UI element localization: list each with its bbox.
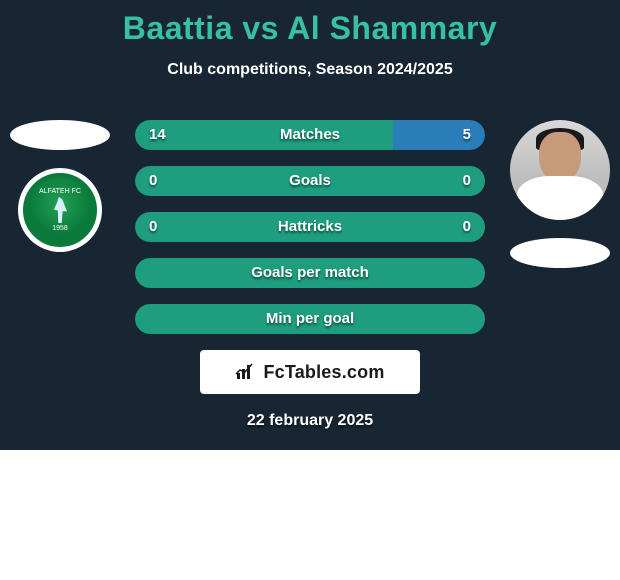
photo-body [517, 176, 603, 220]
stat-bar-row: Min per goal [135, 304, 485, 334]
subtitle: Club competitions, Season 2024/2025 [0, 61, 620, 79]
right-team-oval [510, 238, 610, 268]
bar-label: Goals [135, 166, 485, 196]
club-top-text: ALFATEH FC [39, 188, 81, 195]
bar-value-left: 0 [149, 212, 157, 242]
chart-icon [235, 363, 257, 381]
club-figure-icon [49, 197, 71, 223]
left-club-badge: ALFATEH FC 1958 [18, 168, 102, 252]
bar-label: Matches [135, 120, 485, 150]
bar-value-right: 0 [463, 166, 471, 196]
stat-bar-row: Goals per match [135, 258, 485, 288]
comparison-card: Baattia vs Al Shammary Club competitions… [0, 0, 620, 450]
stats-area: ALFATEH FC 1958 Matches145Goals00Hattric… [0, 120, 620, 430]
bar-label: Min per goal [135, 304, 485, 334]
alfateh-logo: ALFATEH FC 1958 [23, 173, 97, 247]
brand-badge: FcTables.com [200, 350, 420, 394]
page-title: Baattia vs Al Shammary [0, 0, 620, 47]
stat-bars: Matches145Goals00Hattricks00Goals per ma… [135, 120, 485, 334]
bar-label: Goals per match [135, 258, 485, 288]
right-player-photo [510, 120, 610, 220]
date-text: 22 february 2025 [0, 412, 620, 430]
player-right-block [510, 120, 610, 268]
player-left-block: ALFATEH FC 1958 [10, 120, 110, 252]
stat-bar-row: Hattricks0 0 [135, 212, 485, 242]
stat-bar-row: Matches14 5 [135, 120, 485, 150]
bar-value-left: 0 [149, 166, 157, 196]
bar-value-right: 5 [463, 120, 471, 150]
bar-label: Hattricks [135, 212, 485, 242]
bar-value-right: 0 [463, 212, 471, 242]
left-team-oval [10, 120, 110, 150]
bar-value-left: 14 [149, 120, 166, 150]
stat-bar-row: Goals0 0 [135, 166, 485, 196]
brand-text: FcTables.com [263, 362, 384, 383]
club-year: 1958 [52, 225, 68, 232]
photo-head [539, 132, 581, 182]
